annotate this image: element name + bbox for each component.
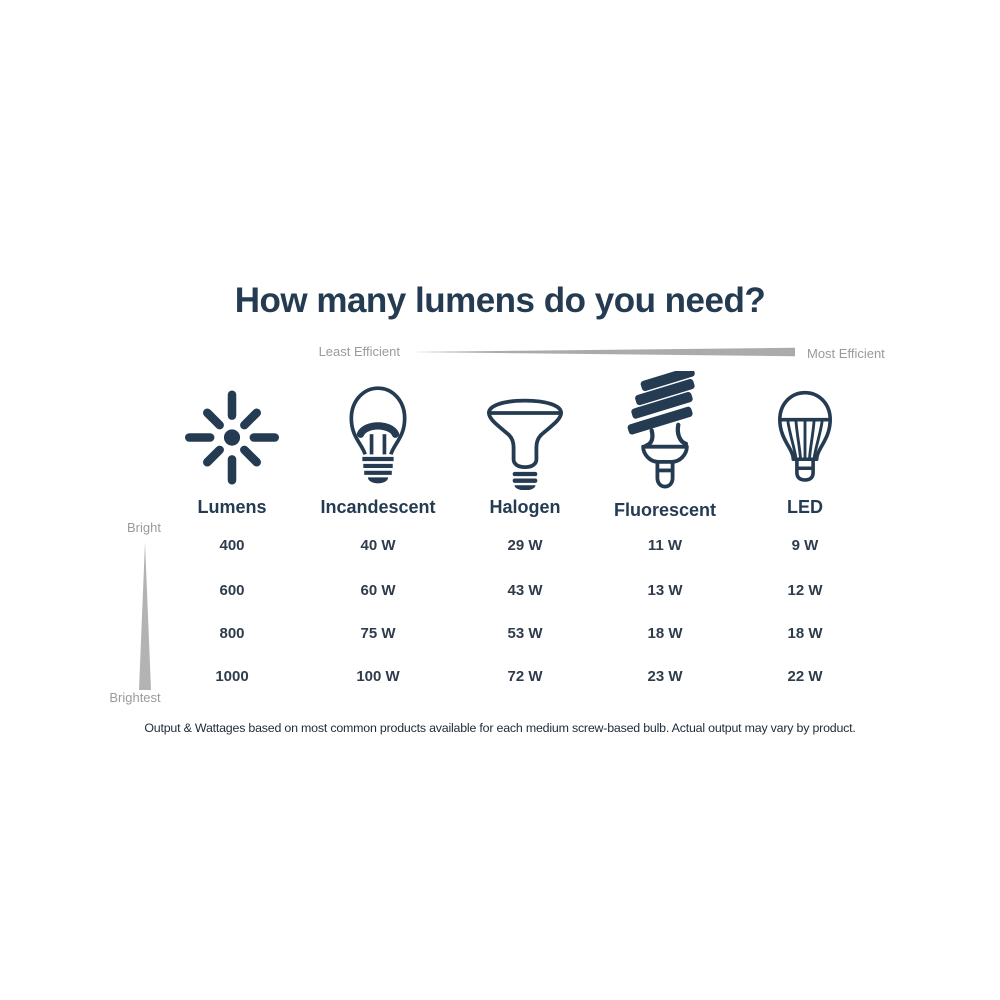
column-header-fluorescent: Fluorescent xyxy=(613,500,717,520)
cell-halogen-800: 53 W xyxy=(507,625,543,642)
incandescent-bulb-icon xyxy=(332,381,424,491)
cell-lumens-400: 400 xyxy=(219,537,245,554)
cell-fluorescent-1000: 23 W xyxy=(647,668,683,685)
cell-lumens-600: 600 xyxy=(219,582,245,599)
cell-led-400: 9 W xyxy=(791,537,819,554)
least-efficient-label: Least Efficient xyxy=(318,344,400,359)
cell-fluorescent-800: 18 W xyxy=(647,625,683,642)
brightness-wedge-icon xyxy=(139,542,151,690)
cell-lumens-1000: 1000 xyxy=(215,668,249,685)
cell-lumens-800: 800 xyxy=(219,625,245,642)
bright-label: Bright xyxy=(127,520,161,535)
brightest-label: Brightest xyxy=(109,690,161,705)
cell-fluorescent-400: 11 W xyxy=(647,537,683,554)
cell-fluorescent-600: 13 W xyxy=(647,582,683,599)
halogen-bulb-icon xyxy=(478,393,573,490)
cell-halogen-1000: 72 W xyxy=(507,668,543,685)
starburst-icon xyxy=(184,390,280,485)
efficiency-wedge-icon xyxy=(410,347,795,357)
footnote-text: Output & Wattages based on most common p… xyxy=(144,721,856,735)
cell-incandescent-1000: 100 W xyxy=(356,668,400,685)
column-header-incandescent: Incandescent xyxy=(320,497,436,517)
cell-halogen-600: 43 W xyxy=(507,582,543,599)
cell-led-600: 12 W xyxy=(787,582,823,599)
page-title: How many lumens do you need? xyxy=(234,281,766,320)
cell-incandescent-600: 60 W xyxy=(360,582,396,599)
column-header-lumens: Lumens xyxy=(197,497,267,517)
cell-led-1000: 22 W xyxy=(787,668,823,685)
column-header-led: LED xyxy=(787,497,823,517)
efficiency-wedge-shape xyxy=(410,347,795,357)
cell-incandescent-800: 75 W xyxy=(360,625,396,642)
cell-incandescent-400: 40 W xyxy=(360,537,396,554)
led-bulb-icon xyxy=(760,387,850,491)
most-efficient-label: Most Efficient xyxy=(807,346,885,361)
cell-halogen-400: 29 W xyxy=(507,537,543,554)
cell-led-800: 18 W xyxy=(787,625,823,642)
column-header-halogen: Halogen xyxy=(489,497,561,517)
cfl-spiral-bulb-icon xyxy=(618,371,713,491)
